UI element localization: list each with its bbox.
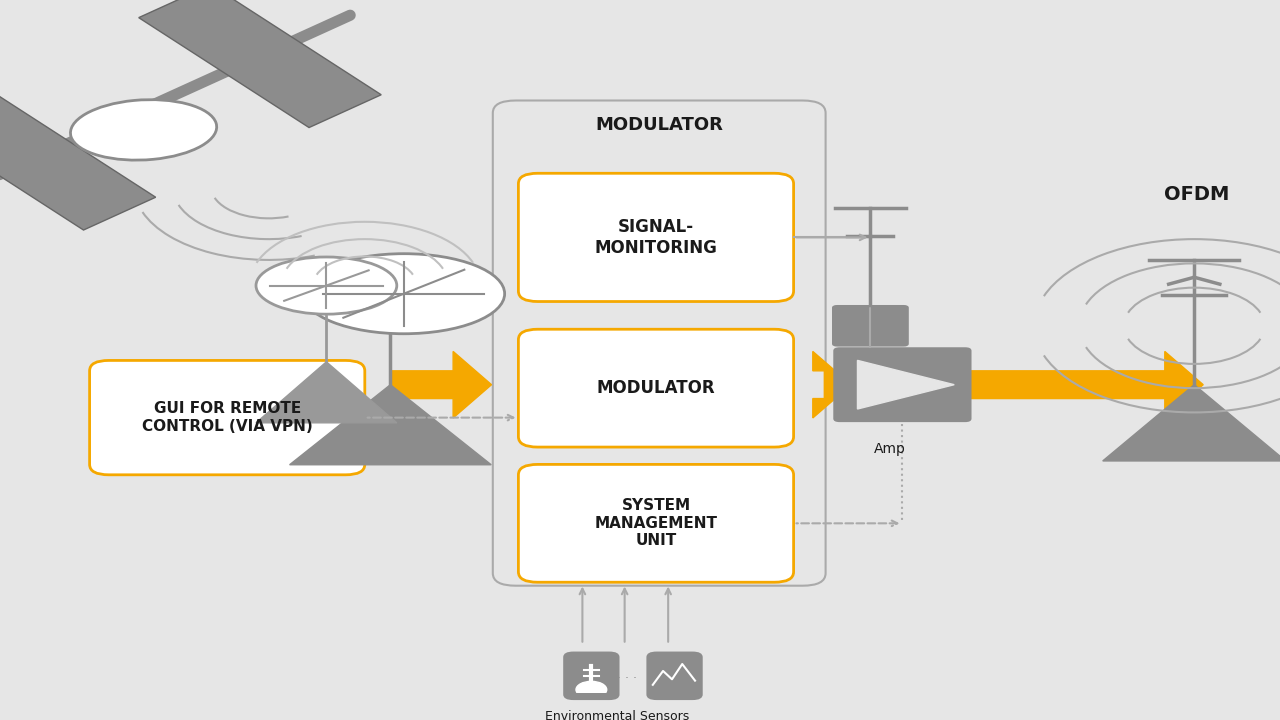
FancyBboxPatch shape xyxy=(563,652,620,700)
Polygon shape xyxy=(390,351,492,418)
Polygon shape xyxy=(256,362,397,423)
Text: SIGNAL-
MONITORING: SIGNAL- MONITORING xyxy=(595,218,717,257)
FancyBboxPatch shape xyxy=(518,329,794,447)
FancyBboxPatch shape xyxy=(493,101,826,585)
Text: OFDM: OFDM xyxy=(1164,184,1230,204)
FancyBboxPatch shape xyxy=(646,652,703,700)
Polygon shape xyxy=(954,351,1203,418)
Ellipse shape xyxy=(576,681,607,698)
Ellipse shape xyxy=(70,99,216,160)
FancyBboxPatch shape xyxy=(518,464,794,582)
Text: Environmental Sensors: Environmental Sensors xyxy=(545,711,689,720)
FancyBboxPatch shape xyxy=(833,347,972,422)
FancyBboxPatch shape xyxy=(518,174,794,302)
Polygon shape xyxy=(813,351,851,418)
Text: MODULATOR: MODULATOR xyxy=(596,379,716,397)
Text: Amp: Amp xyxy=(874,441,905,456)
Ellipse shape xyxy=(303,253,504,334)
Text: MODULATOR: MODULATOR xyxy=(595,116,723,134)
Polygon shape xyxy=(289,384,492,464)
Text: . . . .: . . . . xyxy=(609,668,637,681)
Polygon shape xyxy=(0,87,156,230)
FancyBboxPatch shape xyxy=(90,361,365,474)
FancyBboxPatch shape xyxy=(832,305,909,346)
Polygon shape xyxy=(1103,384,1280,461)
Text: GUI FOR REMOTE
CONTROL (VIA VPN): GUI FOR REMOTE CONTROL (VIA VPN) xyxy=(142,402,312,434)
Polygon shape xyxy=(858,361,954,409)
Ellipse shape xyxy=(256,257,397,314)
Polygon shape xyxy=(138,0,381,127)
Text: SYSTEM
MANAGEMENT
UNIT: SYSTEM MANAGEMENT UNIT xyxy=(594,498,718,548)
